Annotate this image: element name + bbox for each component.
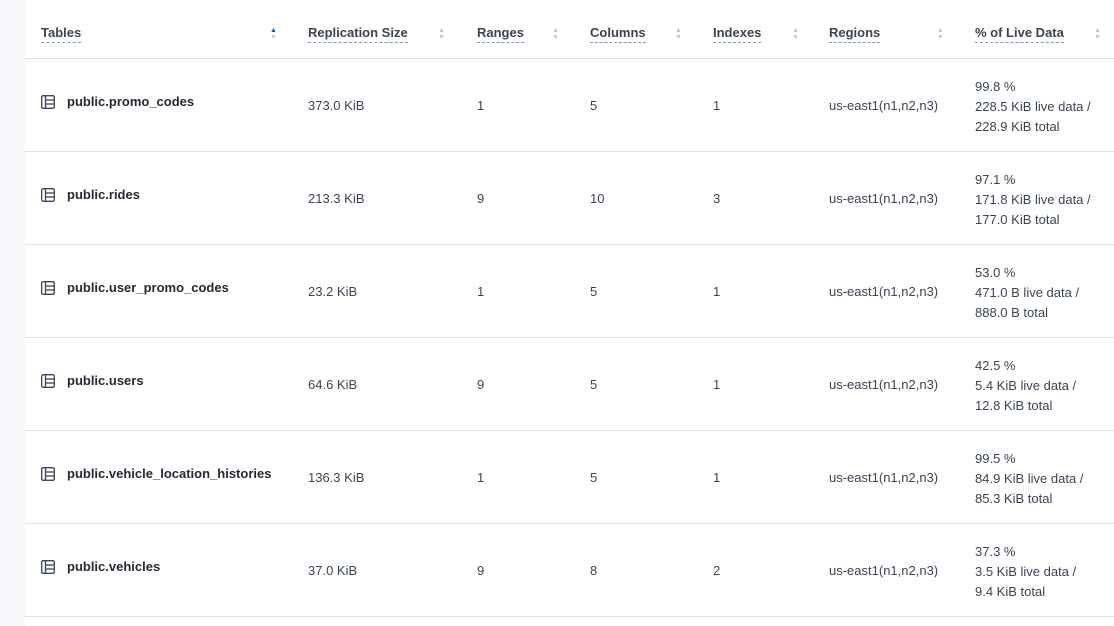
cell-columns: 5 bbox=[590, 470, 598, 485]
column-header-columns[interactable]: Columns bbox=[590, 25, 646, 43]
column-header-of-live-data[interactable]: % of Live Data bbox=[975, 25, 1064, 43]
live-bytes: 228.5 KiB live data / bbox=[975, 99, 1091, 114]
cell-columns: 5 bbox=[590, 377, 598, 392]
cell-indexes: 1 bbox=[713, 470, 721, 485]
cell-indexes: 2 bbox=[713, 563, 721, 578]
cell-regions: us-east1(n1,n2,n3) bbox=[829, 284, 939, 299]
sidebar-strip bbox=[0, 0, 25, 626]
tables-table: Tables ▲ ▼ Replication Size ▲ ▼ Ranges ▲ ▼ Column… bbox=[25, 0, 1114, 617]
total-bytes: 12.8 KiB total bbox=[975, 398, 1053, 413]
cell-regions: us-east1(n1,n2,n3) bbox=[829, 191, 939, 206]
cell-columns: 5 bbox=[590, 284, 598, 299]
cell-columns: 10 bbox=[590, 191, 605, 206]
column-header-replication-size[interactable]: Replication Size bbox=[308, 25, 408, 43]
cell-ranges: 1 bbox=[477, 470, 485, 485]
cell-regions: us-east1(n1,n2,n3) bbox=[829, 470, 939, 485]
cell-live-data: 99.5 % 84.9 KiB live data / 85.3 KiB total bbox=[975, 449, 1083, 509]
cell-columns: 8 bbox=[590, 563, 598, 578]
column-header-tables[interactable]: Tables bbox=[41, 25, 82, 43]
table-row: public.user_promo_codes 23.2 KiB 1 5 1 us-eas… bbox=[25, 245, 1114, 338]
table-header: Tables ▲ ▼ Replication Size ▲ ▼ Ranges ▲ ▼ Column… bbox=[25, 0, 1114, 59]
cell-size: 213.3 KiB bbox=[308, 191, 365, 206]
sort-icon[interactable]: ▲ ▼ bbox=[270, 27, 277, 41]
table-name-link[interactable]: public.vehicle_location_histories bbox=[67, 466, 272, 481]
cell-size: 373.0 KiB bbox=[308, 98, 365, 113]
column-header-regions[interactable]: Regions bbox=[829, 25, 881, 43]
table-name-link[interactable]: public.users bbox=[67, 373, 144, 388]
sort-icon[interactable]: ▲ ▼ bbox=[438, 27, 445, 41]
column-header-ranges[interactable]: Ranges bbox=[477, 25, 524, 43]
live-bytes: 471.0 B live data / bbox=[975, 285, 1080, 300]
live-percent: 42.5 % bbox=[975, 358, 1016, 373]
live-percent: 37.3 % bbox=[975, 544, 1016, 559]
live-percent: 99.8 % bbox=[975, 79, 1016, 94]
cell-ranges: 9 bbox=[477, 191, 485, 206]
table-row: public.rides 213.3 KiB 9 10 3 us-east1(n1,n2,… bbox=[25, 152, 1114, 245]
cell-live-data: 37.3 % 3.5 KiB live data / 9.4 KiB total bbox=[975, 542, 1076, 602]
cell-ranges: 9 bbox=[477, 377, 485, 392]
total-bytes: 9.4 KiB total bbox=[975, 584, 1046, 599]
table-row: public.vehicle_location_histories 136.3 K… bbox=[25, 431, 1114, 524]
cell-size: 37.0 KiB bbox=[308, 563, 358, 578]
total-bytes: 888.0 B total bbox=[975, 305, 1048, 320]
table-name-link[interactable]: public.vehicles bbox=[67, 559, 161, 574]
table-row: public.users 64.6 KiB 9 5 1 us-east1(n1,n2,n3… bbox=[25, 338, 1114, 431]
table-icon bbox=[41, 560, 55, 574]
sort-icon[interactable]: ▲ ▼ bbox=[792, 27, 799, 41]
live-percent: 53.0 % bbox=[975, 265, 1016, 280]
sort-icon[interactable]: ▲ ▼ bbox=[675, 27, 682, 41]
cell-live-data: 42.5 % 5.4 KiB live data / 12.8 KiB total bbox=[975, 356, 1076, 416]
table-icon bbox=[41, 374, 55, 388]
cell-columns: 5 bbox=[590, 98, 598, 113]
column-header-indexes[interactable]: Indexes bbox=[713, 25, 762, 43]
table-body: public.promo_codes 373.0 KiB 1 5 1 us-east1(n… bbox=[25, 59, 1114, 617]
table-icon bbox=[41, 281, 55, 295]
cell-ranges: 9 bbox=[477, 563, 485, 578]
cell-size: 136.3 KiB bbox=[308, 470, 365, 485]
cell-regions: us-east1(n1,n2,n3) bbox=[829, 563, 939, 578]
live-bytes: 5.4 KiB live data / bbox=[975, 378, 1077, 393]
total-bytes: 228.9 KiB total bbox=[975, 119, 1060, 134]
cell-indexes: 1 bbox=[713, 284, 721, 299]
cell-indexes: 1 bbox=[713, 377, 721, 392]
live-bytes: 171.8 KiB live data / bbox=[975, 192, 1091, 207]
sort-icon[interactable]: ▲ ▼ bbox=[937, 27, 944, 41]
cell-regions: us-east1(n1,n2,n3) bbox=[829, 377, 939, 392]
cell-live-data: 99.8 % 228.5 KiB live data / 228.9 KiB tot… bbox=[975, 77, 1091, 137]
cell-live-data: 53.0 % 471.0 B live data / 888.0 B total bbox=[975, 263, 1079, 323]
table-row: public.vehicles 37.0 KiB 9 8 2 us-east1(n1,n2… bbox=[25, 524, 1114, 617]
cell-ranges: 1 bbox=[477, 98, 485, 113]
cell-indexes: 1 bbox=[713, 98, 721, 113]
cell-size: 23.2 KiB bbox=[308, 284, 358, 299]
cell-ranges: 1 bbox=[477, 284, 485, 299]
live-percent: 97.1 % bbox=[975, 172, 1016, 187]
cell-size: 64.6 KiB bbox=[308, 377, 358, 392]
table-name-link[interactable]: public.user_promo_codes bbox=[67, 280, 229, 295]
sort-icon[interactable]: ▲ ▼ bbox=[552, 27, 559, 41]
table-icon bbox=[41, 467, 55, 481]
sort-icon[interactable]: ▲ ▼ bbox=[1094, 27, 1101, 41]
live-bytes: 3.5 KiB live data / bbox=[975, 564, 1077, 579]
table-icon bbox=[41, 188, 55, 202]
live-percent: 99.5 % bbox=[975, 451, 1016, 466]
total-bytes: 177.0 KiB total bbox=[975, 212, 1060, 227]
total-bytes: 85.3 KiB total bbox=[975, 491, 1053, 506]
cell-indexes: 3 bbox=[713, 191, 721, 206]
cell-regions: us-east1(n1,n2,n3) bbox=[829, 98, 939, 113]
table-icon bbox=[41, 95, 55, 109]
cell-live-data: 97.1 % 171.8 KiB live data / 177.0 KiB tot… bbox=[975, 170, 1091, 230]
table-row: public.promo_codes 373.0 KiB 1 5 1 us-east1(n… bbox=[25, 59, 1114, 152]
live-bytes: 84.9 KiB live data / bbox=[975, 471, 1084, 486]
table-name-link[interactable]: public.rides bbox=[67, 187, 140, 202]
table-name-link[interactable]: public.promo_codes bbox=[67, 94, 195, 109]
